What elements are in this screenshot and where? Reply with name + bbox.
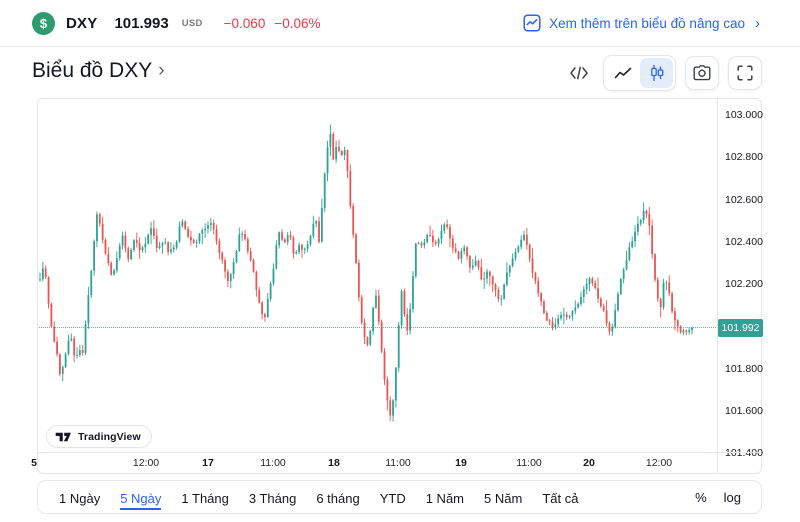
y-axis-label: 101.400 [725, 447, 763, 459]
x-axis-label: 12:00 [645, 457, 673, 469]
embed-code-button[interactable] [564, 56, 594, 90]
range-toolbar: 1 Ngày 5 Ngày 1 Tháng 3 Tháng 6 tháng YTD 1 Nă… [37, 480, 762, 514]
y-axis-label: 101.600 [725, 404, 763, 417]
symbol-price: 101.993 [114, 14, 169, 32]
last-price-badge: 101.992 [718, 318, 763, 337]
chart-toolbar [564, 55, 762, 91]
range-button-tất-cả[interactable]: Tất cả [533, 485, 587, 510]
y-axis-label: 103.000 [725, 109, 763, 121]
symbol-currency: USD [181, 17, 203, 29]
candlestick-series [39, 124, 693, 422]
fullscreen-button[interactable] [728, 56, 762, 90]
camera-icon [693, 65, 711, 81]
fullscreen-icon [737, 65, 753, 81]
symbol-name: DXY [66, 14, 98, 32]
range-button-label: YTD [379, 490, 406, 506]
range-button-label: 6 tháng [316, 490, 360, 506]
change-percent: −0.06% [274, 15, 321, 31]
price-change: −0.060 −0.06% [224, 16, 321, 31]
change-absolute: −0.060 [223, 15, 266, 31]
candle-style-button[interactable] [640, 58, 673, 88]
range-button-label: 1 Tháng [181, 490, 229, 506]
line-chart-icon [614, 67, 631, 79]
range-button-label: 1 Ngày [59, 490, 101, 506]
chart-style-switcher [603, 55, 676, 91]
link-chevron-icon: › [755, 14, 760, 32]
code-icon [570, 66, 588, 80]
range-button-1-ngày[interactable]: 1 Ngày [50, 485, 109, 510]
y-axis-label: 102.200 [725, 278, 763, 290]
chart-area[interactable]: TradingView 101.992 103.000 102.800 102.60… [31, 98, 763, 474]
symbol-info-bar: $ DXY 101.993 USD −0.060 −0.06% Xem thêm… [0, 0, 800, 47]
x-axis-label: 11:00 [260, 457, 286, 469]
range-button-ytd[interactable]: YTD [371, 485, 415, 510]
range-button-label: 5 Năm [484, 490, 523, 506]
line-style-button[interactable] [606, 58, 639, 88]
range-button-label: 1 Năm [425, 490, 465, 506]
title-chevron-icon: › [158, 60, 165, 81]
advanced-chart-link-label: Xem thêm trên biểu đồ nâng cao [549, 15, 745, 31]
y-axis-label: 101.800 [725, 362, 763, 375]
log-scale-toggle[interactable]: log [723, 489, 741, 505]
range-button-label: Tất cả [542, 490, 579, 506]
dollar-symbol-icon: $ [32, 11, 55, 35]
page-title-text: Biểu đồ DXY [32, 59, 153, 82]
x-axis-label: 5 [31, 457, 37, 469]
candlestick-plot[interactable]: TradingView [38, 99, 717, 452]
x-axis-label: 20 [583, 457, 595, 469]
tradingview-logo-icon [55, 432, 71, 441]
x-axis-label: 11:00 [516, 457, 542, 469]
y-axis-label: 102.600 [725, 193, 763, 206]
x-axis-label: 19 [455, 457, 467, 469]
range-button-label: 5 Ngày [120, 490, 162, 510]
page-title[interactable]: Biểu đồ DXY › [32, 59, 165, 83]
chart-header-row: Biểu đồ DXY › [0, 47, 800, 98]
time-axis[interactable]: 5 12:00 17 11:00 18 11:00 19 11:00 20 12:00 [31, 452, 761, 473]
x-axis-label: 11:00 [385, 457, 411, 469]
y-axis-label: 102.800 [725, 151, 763, 164]
range-button-1-năm[interactable]: 1 Năm [417, 485, 473, 510]
tradingview-label: TradingView [78, 430, 141, 443]
range-button-3-tháng[interactable]: 3 Tháng [240, 485, 305, 510]
percent-scale-toggle[interactable]: % [695, 489, 707, 505]
range-button-1-tháng[interactable]: 1 Tháng [172, 485, 237, 510]
symbol-group: $ DXY 101.993 USD −0.060 −0.06% [32, 11, 321, 35]
x-axis-label: 12:00 [132, 457, 160, 469]
advanced-chart-link[interactable]: Xem thêm trên biểu đồ nâng cao › [523, 14, 760, 32]
range-button-6-tháng[interactable]: 6 tháng [307, 485, 368, 510]
tradingview-attribution[interactable]: TradingView [46, 425, 152, 448]
scale-toggles: % log [695, 490, 749, 505]
range-button-label: 3 Tháng [248, 490, 297, 506]
candlestick-chart-icon [650, 65, 663, 81]
range-button-5-ngày[interactable]: 5 Ngày [111, 485, 170, 510]
snapshot-button[interactable] [685, 56, 719, 90]
price-axis[interactable]: 101.992 103.000 102.800 102.600 102.400 102.… [717, 99, 763, 473]
x-axis-label: 17 [202, 457, 214, 469]
range-buttons: 1 Ngày 5 Ngày 1 Tháng 3 Tháng 6 tháng YTD 1 Nă… [50, 485, 695, 510]
mini-chart-icon [523, 14, 541, 32]
y-axis-label: 102.400 [725, 235, 763, 248]
range-button-5-năm[interactable]: 5 Năm [475, 485, 531, 510]
last-price-line [39, 326, 716, 328]
x-axis-label: 18 [328, 457, 340, 469]
